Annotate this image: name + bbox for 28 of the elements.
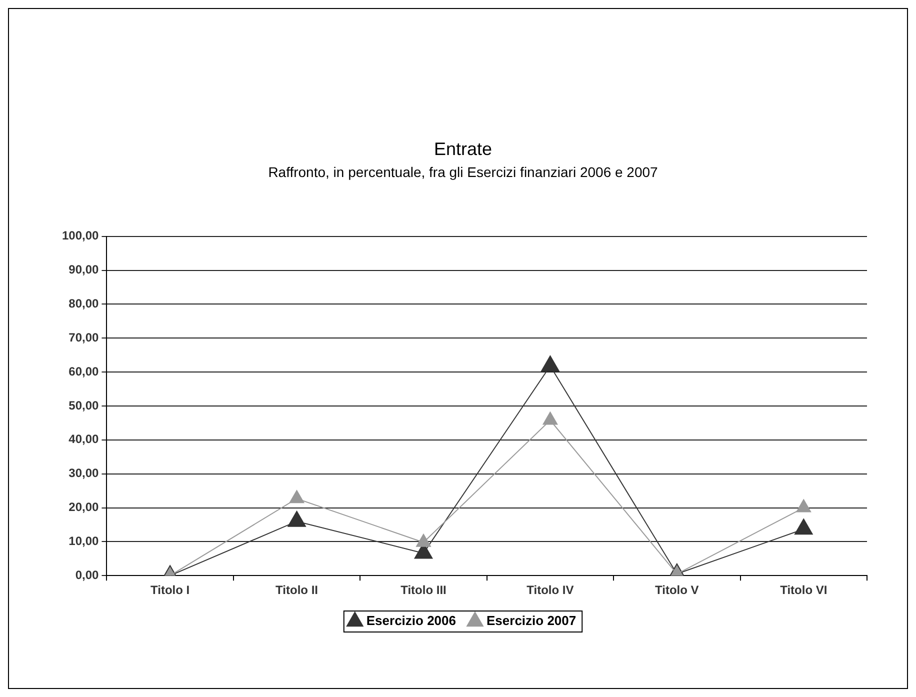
x-tick-label: Titolo V — [655, 583, 699, 598]
point — [794, 518, 813, 535]
x-tick-label: Titolo III — [400, 583, 446, 598]
x-tick-label: Titolo IV — [526, 583, 574, 598]
point — [289, 490, 304, 504]
x-tick-label: Titolo VI — [780, 583, 828, 598]
chart-subtitle: Raffronto, in percentuale, fra gli Esercizi finanziari 2006 e 2007 — [268, 164, 658, 180]
x-tick-label: Titolo I — [150, 583, 190, 598]
y-tick-label: 100,00 — [62, 228, 100, 243]
y-tick-label: 10,00 — [68, 534, 100, 548]
y-tick-label: 90,00 — [68, 262, 100, 277]
y-tick-label: 50,00 — [68, 398, 100, 412]
y-tick-label: 0,00 — [75, 568, 100, 582]
point — [796, 499, 812, 512]
y-tick-label: 60,00 — [68, 364, 100, 378]
point — [416, 534, 431, 547]
y-tick-label: 40,00 — [68, 432, 100, 446]
legend-label: Esercizio 2006 — [366, 613, 456, 628]
y-tick-label: 70,00 — [68, 330, 100, 344]
point — [542, 412, 558, 425]
y-tick-label: 30,00 — [68, 466, 100, 480]
point — [288, 510, 306, 527]
legend-label: Esercizio 2007 — [486, 613, 576, 628]
point — [541, 355, 560, 372]
y-tick-label: 80,00 — [68, 296, 100, 311]
y-tick-label: 20,00 — [68, 500, 100, 514]
x-tick-label: Titolo II — [276, 583, 318, 598]
chart-title: Entrate — [434, 138, 492, 159]
